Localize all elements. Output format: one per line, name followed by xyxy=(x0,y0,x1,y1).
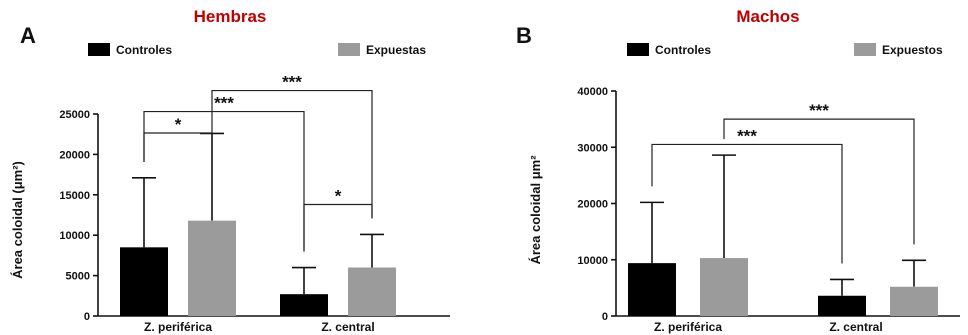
panel-b-ytick-label: 40000 xyxy=(577,86,608,98)
panel-a-significance-bracket xyxy=(211,89,373,219)
panel-b-ytick-label: 0 xyxy=(602,311,608,323)
panel-a-ytick-label: 5000 xyxy=(66,271,90,283)
legend-a-expuestas-swatch xyxy=(338,43,360,56)
panel-a-significance-label: *** xyxy=(282,73,302,92)
panel-a-ytick-label: 10000 xyxy=(59,230,90,242)
panel-a-bar xyxy=(280,294,328,316)
panel-b-category-label: Z. periférica xyxy=(654,320,722,334)
legend-b-controles-swatch xyxy=(627,43,649,56)
panel-b-category-label: Z. central xyxy=(829,320,882,334)
panel-a-bar xyxy=(120,247,168,316)
legend-a-controles: Controles xyxy=(116,43,172,57)
panel-b-ytick-label: 10000 xyxy=(577,255,608,267)
panel-a-bar xyxy=(188,220,236,316)
panel-b-bar xyxy=(700,258,748,316)
panel-a-plot: 0 5000 10000 15000 20000 25000 Z. periférica Z.… xyxy=(59,73,450,334)
panel-a-significance-label: *** xyxy=(214,94,234,113)
panel-a-ytick-label: 0 xyxy=(84,311,90,323)
panel-a-category-label: Z. periférica xyxy=(144,320,212,334)
panel-a-ytick-label: 20000 xyxy=(59,149,90,161)
panel-a-significance-bracket xyxy=(303,203,373,252)
panel-a-ytick-label: 25000 xyxy=(59,109,90,121)
panel-b-significance-label: *** xyxy=(809,101,829,120)
panel-a-bar xyxy=(348,267,396,316)
panel-b-significance-bracket xyxy=(651,143,843,264)
panel-b-plot: 0 10000 20000 30000 40000 Z. periférica Z. cen… xyxy=(577,86,960,334)
panel-a-label: A xyxy=(20,23,36,48)
panel-a-significance-bracket xyxy=(143,110,305,252)
panel-b-bar xyxy=(628,263,676,316)
legend-a-expuestas: Expuestas xyxy=(366,43,426,57)
panel-b-bar xyxy=(890,286,938,316)
panel-b-ytick-label: 30000 xyxy=(577,142,608,154)
panel-a-significance-label: * xyxy=(335,186,342,205)
legend-b-expuestos: Expuestos xyxy=(882,43,943,57)
panel-b-bar xyxy=(818,295,866,316)
legend-b-controles: Controles xyxy=(655,43,711,57)
panel-b-significance-bracket xyxy=(723,118,915,245)
panel-a-title: Hembras xyxy=(194,7,267,26)
panel-a-category-label: Z. central xyxy=(321,320,374,334)
legend-a-controles-swatch xyxy=(88,43,110,56)
panel-a-significance-label: * xyxy=(175,115,182,134)
panel-a-ytick-label: 15000 xyxy=(59,190,90,202)
panel-b-title: Machos xyxy=(736,7,799,26)
legend-b-expuestos-swatch xyxy=(854,43,876,56)
panel-b-ylabel: Área coloidal μm² xyxy=(528,155,543,265)
panel-b-significance-label: *** xyxy=(737,126,757,145)
panel-a-ylabel: Área coloidal (μm²) xyxy=(10,161,25,279)
panel-b-label: B xyxy=(516,23,532,48)
panel-b-ytick-label: 20000 xyxy=(577,199,608,211)
